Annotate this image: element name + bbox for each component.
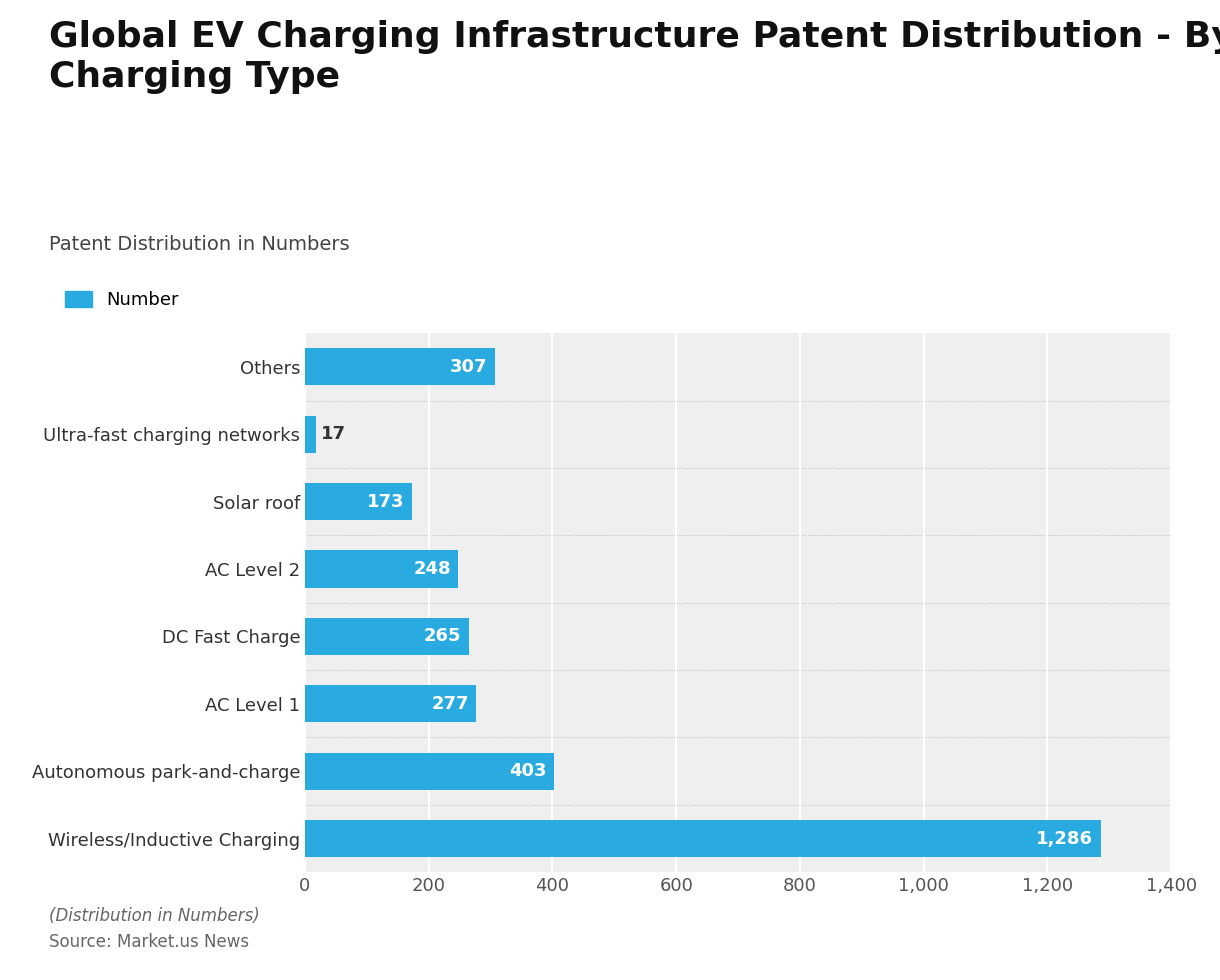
Text: 1,286: 1,286: [1036, 829, 1093, 848]
Text: 248: 248: [414, 560, 451, 578]
Text: (Distribution in Numbers): (Distribution in Numbers): [49, 906, 260, 924]
Bar: [305, 753, 554, 790]
Bar: [305, 416, 316, 453]
Text: Source: Market.us News: Source: Market.us News: [49, 933, 249, 951]
Text: Patent Distribution in Numbers: Patent Distribution in Numbers: [49, 235, 349, 254]
Text: 173: 173: [367, 493, 405, 511]
Text: 307: 307: [450, 358, 488, 376]
Text: 265: 265: [425, 627, 461, 646]
Text: 403: 403: [510, 762, 547, 780]
Text: 277: 277: [432, 695, 468, 712]
Legend: Number: Number: [57, 283, 187, 317]
Text: Global EV Charging Infrastructure Patent Distribution - By
Charging Type: Global EV Charging Infrastructure Patent…: [49, 20, 1220, 94]
Text: 17: 17: [321, 425, 345, 443]
Bar: [305, 685, 476, 722]
Bar: [305, 617, 468, 655]
Bar: [305, 820, 1100, 858]
Bar: [305, 348, 495, 385]
Bar: [305, 551, 459, 588]
Bar: [305, 483, 412, 520]
